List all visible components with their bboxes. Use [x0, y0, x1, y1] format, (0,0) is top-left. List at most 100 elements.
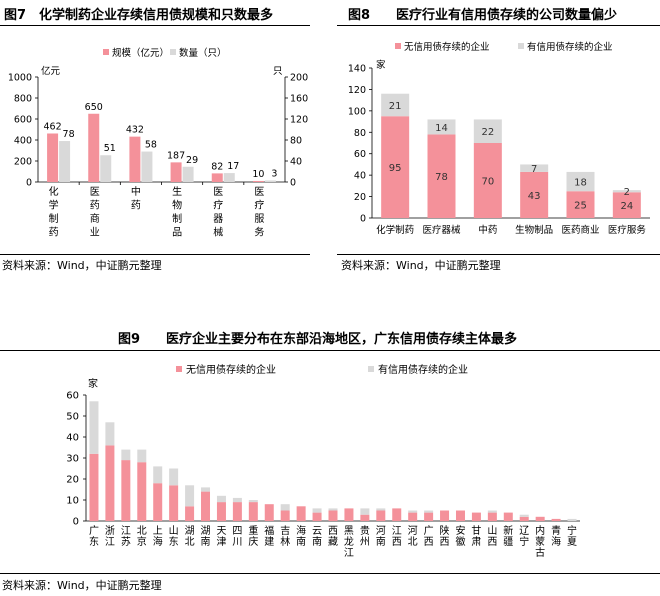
fig7-category-label: 品 [172, 227, 182, 239]
fig9-y-tick-label: 30 [66, 454, 79, 465]
fig7-data-label-scale: 432 [126, 125, 144, 136]
fig7-category-label: 药 [90, 200, 100, 212]
fig9-bar-no-bond [503, 512, 513, 521]
fig8-data-label-with-bond: 2 [624, 187, 630, 198]
fig8-y-tick-label: 60 [354, 149, 366, 160]
fig9-category-label: 苏 [121, 535, 131, 548]
fig9-category-label: 蒙 [535, 535, 545, 548]
fig8-source-rule [337, 254, 660, 255]
fig7-bar-count [59, 141, 71, 182]
fig9-category-label: 江 [344, 547, 354, 559]
fig9-category-label: 西 [424, 537, 434, 548]
fig7-category-label: 医 [90, 186, 100, 198]
fig7-source: 资料来源：Wind，中证鹏元整理 [2, 259, 162, 272]
fig9-y-axis-unit: 家 [88, 377, 98, 390]
fig9-category-label: 江 [121, 525, 131, 537]
fig7-legend-label-scale: 规模（亿元） [112, 47, 169, 59]
fig8-bar-with-bond [520, 164, 549, 172]
fig9-category-label: 新 [503, 524, 513, 537]
fig9-category-label: 夏 [567, 536, 577, 548]
fig9-bar-no-bond [424, 512, 434, 521]
fig9-source: 资料来源：Wind，中证鹏元整理 [2, 579, 162, 592]
fig9-bar-with-bond [153, 466, 163, 484]
fig9-bar-with-bond [201, 487, 211, 492]
fig9-bar-no-bond [535, 516, 545, 521]
fig7-source-rule [0, 254, 310, 255]
fig7-category-label: 药 [131, 200, 141, 212]
fig9-category-label: 内 [535, 524, 545, 537]
fig9-bar-with-bond [360, 508, 370, 515]
fig8-bar-no-bond [473, 143, 502, 218]
fig7-category-label: 医 [254, 186, 264, 198]
fig7-category-label: 物 [172, 199, 182, 212]
fig7-data-label-scale: 82 [211, 161, 223, 172]
fig7-data-label-count: 58 [145, 140, 157, 151]
fig9-category-label: 宁 [567, 524, 577, 537]
fig7-category-label: 中 [131, 185, 141, 198]
fig8-data-label-with-bond: 22 [481, 127, 494, 138]
fig9-legend-label-with-bond: 有信用债存续的企业 [378, 363, 468, 376]
fig7-bar-scale [252, 180, 264, 182]
fig7-category-label: 械 [213, 226, 223, 239]
fig9-y-tick-label: 50 [66, 412, 79, 423]
fig8-y-tick-label: 80 [354, 128, 366, 139]
fig9-category-label: 江 [105, 536, 115, 548]
fig7-title: 图7 化学制药企业存续信用债规模和只数最多 [4, 8, 274, 23]
fig7-bar-scale [211, 173, 223, 182]
fig9-bar-no-bond [519, 516, 529, 521]
fig9-bar-no-bond [105, 445, 115, 521]
fig9-category-label: 海 [296, 524, 306, 537]
fig8-bar-with-bond [612, 190, 641, 193]
fig9-category-label: 云 [312, 526, 322, 537]
fig7-category-label: 药 [49, 227, 59, 239]
fig9-y-tick-label: 20 [66, 475, 79, 486]
fig7-category-label: 服 [254, 213, 264, 225]
fig8-data-label-no-bond: 25 [574, 201, 587, 212]
fig8-source: 资料来源：Wind，中证鹏元整理 [341, 259, 501, 272]
fig7-left-tick-label: 600 [14, 115, 32, 126]
fig9-bar-with-bond [248, 500, 258, 503]
fig8-data-label-no-bond: 78 [435, 172, 448, 183]
fig9-category-label: 福 [264, 524, 274, 537]
fig9-category-label: 海 [551, 535, 561, 548]
fig7-legend-label-count: 数量（只） [179, 47, 227, 59]
fig8-y-axis-unit: 家 [376, 59, 386, 71]
fig9-bar-no-bond [551, 518, 561, 521]
fig9-bar-no-bond [471, 512, 481, 521]
fig7-left-tick-label: 800 [14, 94, 32, 105]
fig7-data-label-scale: 10 [252, 169, 264, 180]
fig8-category-label: 医药商业 [561, 224, 599, 236]
fig8-bar-no-bond [520, 171, 549, 218]
fig7-right-tick-label: 40 [290, 157, 302, 168]
fig9-category-label: 湖 [201, 525, 211, 537]
fig9-bar-with-bond [376, 508, 386, 511]
fig9-category-label: 藏 [328, 536, 338, 548]
fig9-category-label: 古 [535, 546, 545, 559]
fig9-category-label: 北 [185, 536, 195, 548]
fig9-bar-no-bond [360, 514, 370, 521]
fig7-category-label: 制 [172, 212, 182, 225]
fig7-category-label: 疗 [254, 199, 264, 212]
fig7-title-rule [0, 25, 310, 26]
fig7-category-label: 器 [213, 213, 223, 225]
fig9-bar-with-bond [328, 508, 338, 511]
fig9-bar-no-bond [153, 483, 163, 521]
fig7-bar-count [141, 151, 153, 182]
fig9-legend-swatch-with-bond [368, 366, 374, 372]
fig9-legend-label-no-bond: 无信用债存续的企业 [186, 363, 276, 376]
fig8-data-label-with-bond: 7 [531, 164, 537, 175]
fig8-data-label-no-bond: 70 [481, 177, 494, 188]
fig9-bar-with-bond [567, 518, 577, 521]
fig7-category-label: 制 [49, 212, 59, 225]
fig7-category-label: 医 [213, 186, 223, 198]
fig9-category-label: 庆 [248, 535, 258, 548]
fig9-bar-no-bond [89, 453, 99, 521]
fig8-category-label: 生物制品 [515, 224, 553, 236]
fig9-category-label: 广 [89, 525, 99, 537]
fig8-title-rule [337, 25, 660, 26]
fig9-category-label: 肃 [471, 536, 481, 548]
fig9-category-label: 龙 [344, 535, 354, 548]
fig7-data-label-count: 29 [186, 155, 198, 166]
fig7-right-tick-label: 160 [290, 94, 308, 105]
fig9-category-label: 建 [264, 535, 274, 548]
